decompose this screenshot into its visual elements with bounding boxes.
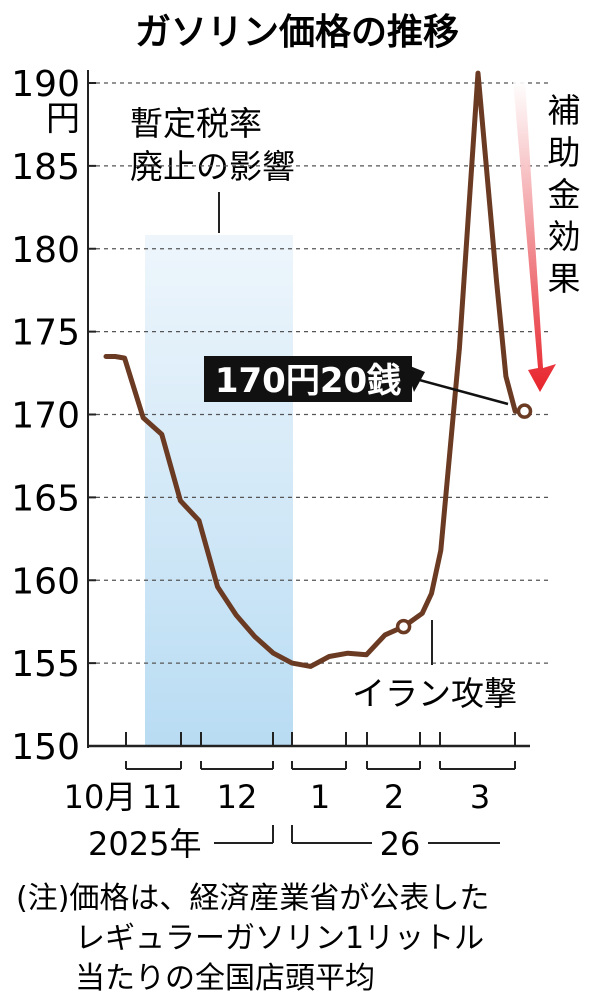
y-tick-label: 185 <box>11 147 80 188</box>
x-month-label: 2 <box>384 778 404 816</box>
y-tick-label: 160 <box>11 561 80 602</box>
y-tick-label: 155 <box>11 644 80 685</box>
callout-leader <box>411 376 509 406</box>
note-line-2: レギュラーガソリン1リットル <box>75 921 484 956</box>
chart-title: ガソリン価格の推移 <box>135 12 459 53</box>
y-tick-label: 180 <box>11 230 80 271</box>
series-line <box>103 70 527 669</box>
shaded-region <box>145 235 293 745</box>
x-month-label: 12 <box>217 778 258 816</box>
shaded-region-label-line1: 暫定税率 <box>130 104 262 143</box>
x-month-labels: 10月 11 12 1 2 3 <box>64 778 491 816</box>
arrow-label-char: 補 <box>548 91 581 130</box>
y-tick-label: 175 <box>11 313 80 354</box>
note-line-1: (注)価格は、経済産業省が公表した <box>16 881 489 916</box>
arrow-label-char: 金 <box>548 175 581 214</box>
event-marker <box>395 618 412 635</box>
year-label-2025: 2025年 <box>88 825 201 863</box>
x-month-brackets <box>125 761 516 770</box>
x-month-label: 11 <box>142 778 183 816</box>
event-label: イラン攻撃 <box>352 674 517 713</box>
x-month-label: 1 <box>310 778 330 816</box>
arrow-label-char: 助 <box>548 133 581 172</box>
note-line-3: 当たりの全国店頭平均 <box>75 961 375 996</box>
callout-box <box>204 356 412 402</box>
y-tick-label: 150 <box>11 727 80 768</box>
x-month-label: 3 <box>470 778 490 816</box>
y-tick-label: 165 <box>11 478 80 519</box>
end-marker <box>516 403 533 419</box>
year-label-2026: 26 <box>380 825 421 863</box>
arrow-label-char: 効 <box>548 217 581 256</box>
y-tick-label: 170 <box>11 396 80 437</box>
arrow-label-char: 果 <box>548 259 581 298</box>
x-month-label: 10月 <box>64 778 137 816</box>
y-unit: 円 <box>46 99 80 139</box>
x-ticks <box>125 732 516 746</box>
y-tick-label: 190 <box>11 64 80 105</box>
subsidy-arrow <box>513 80 556 392</box>
y-axis: 150 155 160 165 170 175 180 185 190 <box>11 64 96 768</box>
callout-label: 170円20銭 <box>215 361 401 401</box>
